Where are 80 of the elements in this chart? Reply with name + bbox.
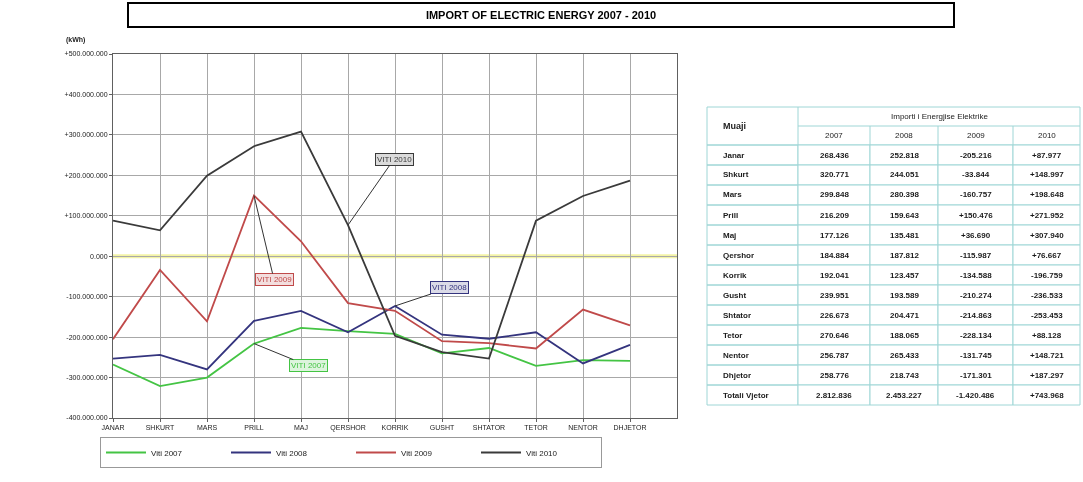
y-axis-title: Muaji bbox=[723, 121, 747, 131]
x-tick-label: 2008 bbox=[895, 131, 914, 140]
data-label: +87.977 bbox=[1032, 151, 1062, 160]
y-tick-label: Gusht bbox=[723, 291, 747, 300]
data-label: 244.051 bbox=[890, 170, 920, 179]
x-tick-label: 2007 bbox=[825, 131, 844, 140]
y-tick-label: Shtator bbox=[723, 311, 751, 320]
data-label: +271.952 bbox=[1030, 211, 1065, 220]
data-label: 252.818 bbox=[890, 151, 920, 160]
data-label: +150.476 bbox=[959, 211, 994, 220]
annotation: VITI 2007 bbox=[291, 361, 327, 370]
annotation: VITI 2010 bbox=[377, 155, 413, 164]
y-tick-label: Nentor bbox=[723, 351, 749, 360]
data-label: +148.721 bbox=[1030, 351, 1065, 360]
y-tick-label: Qershor bbox=[723, 251, 755, 260]
data-label: +76.667 bbox=[1032, 251, 1062, 260]
data-label: +36.690 bbox=[961, 231, 991, 240]
legend-label: Viti 2010 bbox=[526, 448, 558, 458]
data-label: -1.420.486 bbox=[956, 391, 995, 400]
legend-label: Viti 2008 bbox=[276, 448, 308, 458]
data-label: +198.648 bbox=[1030, 190, 1065, 199]
data-label: 188.065 bbox=[890, 331, 920, 340]
data-label: 159.643 bbox=[890, 211, 920, 220]
y-tick-label: Totali Vjetor bbox=[723, 391, 769, 400]
data-label: 320.771 bbox=[820, 170, 850, 179]
data-label: 218.743 bbox=[890, 371, 920, 380]
data-label: 192.041 bbox=[820, 271, 850, 280]
annotation: VITI 2008 bbox=[432, 283, 468, 292]
y-tick-label: Prill bbox=[723, 211, 739, 220]
data-label: -33.844 bbox=[962, 170, 990, 179]
data-label: 2.812.836 bbox=[816, 391, 853, 400]
data-label: -214.863 bbox=[960, 311, 993, 320]
data-label: 216.209 bbox=[820, 211, 850, 220]
chart-title: Importi i Energjise Elektrike bbox=[891, 112, 989, 121]
y-tick-label: Janar bbox=[723, 151, 745, 160]
data-label: 265.433 bbox=[890, 351, 920, 360]
chart-title: IMPORT OF ELECTRIC ENERGY 2007 - 2010 bbox=[425, 9, 657, 21]
data-label: -210.274 bbox=[960, 291, 993, 300]
legend-label: Viti 2007 bbox=[151, 448, 183, 458]
data-label: 204.471 bbox=[890, 311, 920, 320]
data-label: +187.297 bbox=[1030, 371, 1065, 380]
y-tick-label: Maj bbox=[723, 231, 737, 240]
y-tick-label: Shkurt bbox=[723, 170, 749, 179]
data-label: -171.301 bbox=[960, 371, 993, 380]
data-label: 177.126 bbox=[820, 231, 850, 240]
data-label: +88.128 bbox=[1032, 331, 1062, 340]
data-label: -131.745 bbox=[960, 351, 993, 360]
data-label: -134.588 bbox=[960, 271, 993, 280]
y-tick-label: Tetor bbox=[723, 331, 743, 340]
data-label: 135.481 bbox=[890, 231, 920, 240]
y-tick-label: Mars bbox=[723, 190, 743, 199]
data-label: 193.589 bbox=[890, 291, 920, 300]
data-label: 187.812 bbox=[890, 251, 920, 260]
data-label: -228.134 bbox=[960, 331, 993, 340]
data-label: 239.951 bbox=[820, 291, 850, 300]
data-label: 2.453.227 bbox=[886, 391, 923, 400]
y-tick-label: Dhjetor bbox=[723, 371, 751, 380]
data-label: 268.436 bbox=[820, 151, 850, 160]
annotation: VITI 2009 bbox=[257, 275, 293, 284]
data-label: -196.759 bbox=[1031, 271, 1064, 280]
data-label: -115.987 bbox=[960, 251, 992, 260]
data-label: 226.673 bbox=[820, 311, 850, 320]
data-label: +307.940 bbox=[1030, 231, 1065, 240]
data-label: 123.457 bbox=[890, 271, 920, 280]
legend-label: Viti 2009 bbox=[401, 448, 433, 458]
data-label: +743.968 bbox=[1030, 391, 1065, 400]
x-tick-label: 2010 bbox=[1038, 131, 1057, 140]
data-label: 184.884 bbox=[820, 251, 850, 260]
data-label: 256.787 bbox=[820, 351, 850, 360]
data-label: -205.216 bbox=[960, 151, 993, 160]
data-label: 270.646 bbox=[820, 331, 850, 340]
data-label: -253.453 bbox=[1031, 311, 1064, 320]
data-label: +148.997 bbox=[1030, 170, 1065, 179]
x-tick-label: 2009 bbox=[967, 131, 986, 140]
y-tick-label: Korrik bbox=[723, 271, 748, 280]
data-label: -160.757 bbox=[960, 190, 993, 199]
data-label: 299.848 bbox=[820, 190, 850, 199]
data-label: 280.398 bbox=[890, 190, 920, 199]
data-label: 258.776 bbox=[820, 371, 850, 380]
data-label: -236.533 bbox=[1031, 291, 1064, 300]
